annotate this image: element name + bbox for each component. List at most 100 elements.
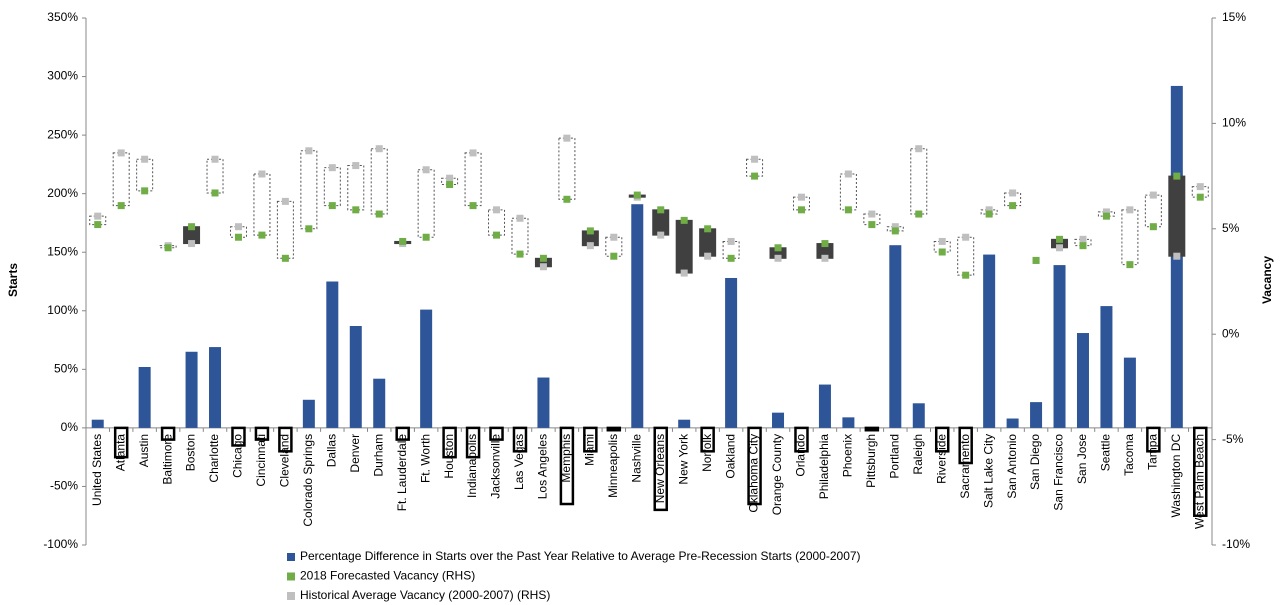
- x-tick-label: Colorado Springs: [301, 434, 315, 527]
- bar: [254, 426, 270, 441]
- bar: [983, 254, 996, 428]
- forecast-marker: [751, 172, 759, 180]
- vacancy-range: [957, 236, 975, 276]
- historical-marker: [539, 263, 547, 271]
- x-tick-label: Jacksonville: [489, 434, 503, 499]
- historical-marker: [305, 147, 313, 155]
- x-tick-label: Orange County: [770, 434, 784, 515]
- forecast-marker: [563, 195, 571, 203]
- bar: [442, 426, 457, 459]
- forecast-marker: [539, 254, 547, 262]
- historical-marker: [94, 212, 102, 220]
- historical-marker: [1126, 206, 1134, 214]
- forecast-marker: [1173, 172, 1181, 180]
- y-axis-title: Starts: [6, 263, 20, 297]
- bar: [395, 426, 410, 441]
- bar: [678, 419, 691, 428]
- forecast-marker: [211, 189, 219, 197]
- x-tick-label: Miami: [583, 434, 597, 466]
- bar: [1076, 333, 1089, 428]
- y-tick-label: 200%: [47, 186, 78, 200]
- x-tick-label: Salt Lake City: [981, 434, 995, 508]
- bar: [700, 426, 715, 453]
- forecast-marker: [188, 223, 196, 231]
- bar: [1100, 306, 1113, 428]
- forecast-marker: [328, 202, 336, 210]
- forecast-marker: [446, 181, 454, 189]
- forecast-marker: [704, 225, 712, 233]
- forecast-marker: [985, 210, 993, 218]
- vacancy-range: [323, 167, 341, 207]
- y-tick-label: -100%: [43, 537, 78, 551]
- x-tick-label: Chicago: [231, 434, 245, 478]
- x-tick-label: Tampa: [1146, 434, 1160, 470]
- historical-marker: [352, 162, 360, 170]
- forecast-marker: [844, 206, 852, 214]
- bar: [772, 412, 785, 428]
- x-tick-label: Los Angeles: [536, 434, 550, 499]
- bar: [794, 426, 809, 453]
- x-tick-label: Cincinnati: [254, 434, 268, 487]
- vacancy-range: [675, 219, 693, 274]
- y2-tick-label: -10%: [1222, 537, 1250, 551]
- historical-marker: [1149, 191, 1157, 199]
- historical-marker: [375, 145, 383, 153]
- historical-marker: [234, 223, 242, 231]
- forecast-marker: [962, 271, 970, 279]
- forecast-marker: [258, 231, 266, 239]
- vacancy-range: [652, 209, 670, 236]
- bar: [864, 426, 880, 432]
- historical-marker: [141, 155, 149, 163]
- bar: [958, 426, 973, 465]
- forecast-marker: [1079, 242, 1087, 250]
- vacancy-range: [370, 148, 388, 215]
- vacancy-range: [910, 148, 928, 215]
- forecast-marker: [1009, 202, 1017, 210]
- bar: [231, 426, 246, 447]
- vacancy-range: [464, 152, 482, 207]
- bar: [1053, 265, 1066, 428]
- bar: [209, 347, 222, 428]
- forecast-marker: [868, 221, 876, 229]
- historical-marker: [797, 193, 805, 201]
- bar: [747, 426, 762, 506]
- y-tick-label: 350%: [47, 10, 78, 24]
- x-tick-label: Indianapolis: [465, 434, 479, 498]
- x-tick-label: San Diego: [1028, 434, 1042, 490]
- x-tick-label: Oklahoma City: [747, 434, 761, 513]
- bar: [889, 245, 902, 428]
- forecast-marker: [399, 237, 407, 245]
- bar: [583, 426, 598, 453]
- bar: [160, 426, 176, 441]
- historical-marker: [868, 210, 876, 218]
- bar: [326, 281, 339, 428]
- historical-marker: [751, 155, 759, 163]
- historical-marker: [1196, 183, 1204, 191]
- x-tick-label: Seattle: [1099, 434, 1113, 472]
- x-tick-label: Baltimore: [160, 434, 174, 485]
- forecast-marker: [352, 206, 360, 214]
- x-tick-label: San Francisco: [1052, 434, 1066, 511]
- forecast-marker: [1196, 193, 1204, 201]
- forecast-marker: [774, 244, 782, 252]
- legend-label: Historical Average Vacancy (2000-2007) (…: [300, 588, 550, 602]
- forecast-marker: [1149, 223, 1157, 231]
- forecast-marker: [797, 206, 805, 214]
- bar: [559, 426, 575, 506]
- vacancy-range: [253, 173, 271, 236]
- forecast-marker: [493, 231, 501, 239]
- x-tick-label: Phoenix: [841, 434, 855, 477]
- forecast-marker: [821, 240, 829, 248]
- historical-marker: [281, 197, 289, 205]
- x-tick-label: San Jose: [1075, 434, 1089, 484]
- bar: [1030, 402, 1043, 428]
- historical-marker: [328, 164, 336, 172]
- forecast-marker: [117, 202, 125, 210]
- historical-marker: [516, 214, 524, 222]
- y2-tick-label: -5%: [1222, 432, 1244, 446]
- x-tick-label: Austin: [137, 434, 151, 467]
- historical-marker: [1079, 235, 1087, 243]
- y2-axis-title: Vacancy: [1260, 256, 1274, 304]
- x-tick-label: Orlando: [794, 434, 808, 477]
